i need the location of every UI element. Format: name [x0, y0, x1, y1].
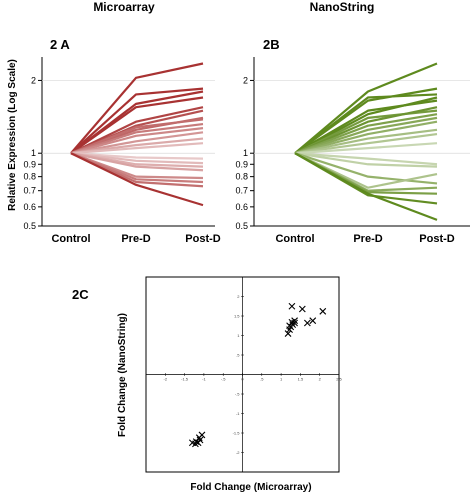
chart-b-ytick-label: 0.5: [235, 221, 248, 231]
chart-b-ytick-label: 0.7: [235, 186, 248, 196]
chart-c-xlabel: Fold Change (Microarray): [190, 482, 311, 493]
chart-c-ytick-label: 1: [237, 333, 240, 338]
chart-a-series-line: [70, 62, 204, 154]
chart-a-title: Microarray: [93, 0, 155, 14]
chart-a-ylabel: Relative Expression (Log Scale): [7, 59, 18, 211]
chart-a-series-line: [70, 131, 204, 155]
chart-c-xtick-label: 0: [241, 377, 244, 382]
chart-b-axes: [253, 57, 470, 227]
chart-a-ytick-label: 0.9: [23, 159, 36, 169]
chart-b-series-line: [294, 152, 438, 166]
chart-a-ytick-label: 0.7: [23, 186, 36, 196]
chart-a-series-line: [70, 87, 204, 155]
chart-c-xtick-label: -.5: [221, 377, 226, 382]
chart-c-ytick-label: -.5: [235, 392, 240, 397]
chart-c-panel-label: 2C: [72, 287, 89, 302]
chart-c-xtick-label: 1: [280, 377, 283, 382]
chart-a-series-line: [70, 106, 204, 155]
chart-a-ytick-label: 2: [31, 75, 36, 85]
chart-c-point-marker: [198, 431, 206, 439]
chart-c-xtick-label: 1.5: [298, 377, 304, 382]
chart-c-point-marker: [309, 317, 317, 325]
chart-c-point-marker: [284, 330, 292, 337]
chart-a-panel-label: 2 A: [50, 37, 70, 52]
chart-a-xtick-label: Post-D: [185, 233, 221, 245]
chart-c-point-stroke: [284, 330, 292, 337]
chart-b-ytick-label: 0.9: [235, 159, 248, 169]
chart-a-series-line: [70, 152, 204, 165]
chart-b-series-line: [294, 87, 438, 155]
chart-c-ylabel: Fold Change (NanoString): [117, 313, 128, 437]
chart-c-point-stroke: [309, 317, 317, 325]
chart-b-xtick-label: Control: [275, 233, 314, 245]
chart-c-point-stroke: [319, 307, 327, 315]
chart-b-series-line: [294, 120, 438, 155]
chart-b-series-line: [294, 106, 438, 155]
chart-b-xtick-label: Pre-D: [353, 233, 382, 245]
chart-b-series-line: [294, 116, 438, 155]
chart-a-ytick-label: 0.5: [23, 221, 36, 231]
chart-c-point-marker: [192, 438, 200, 445]
chart-c-point-stroke: [303, 319, 311, 327]
chart-b-ytick-label: 0.6: [235, 202, 248, 212]
chart-c-xtick-label: -1: [202, 377, 206, 382]
chart-c-point-marker: [298, 305, 306, 313]
chart-a-series-line: [70, 127, 204, 155]
chart-b-series-line: [294, 132, 438, 155]
chart-a-series-line: [70, 118, 204, 155]
chart-c-point-stroke: [288, 302, 296, 310]
chart-c-point-marker: [286, 326, 293, 334]
chart-c-ytick-label: -1: [236, 411, 240, 416]
chart-c-xtick-label: -2: [164, 377, 168, 382]
chart-c-xtick-label: 2: [319, 377, 322, 382]
chart-a-series-line: [70, 152, 204, 160]
chart-a-series-line: [70, 122, 204, 155]
chart-b-series-line: [294, 128, 438, 155]
chart-c-point-stroke: [298, 305, 306, 313]
chart-a-series-line: [70, 152, 204, 172]
chart-c-point-marker: [303, 319, 311, 327]
chart-b-series-line: [294, 142, 438, 155]
chart-b-series-line: [294, 62, 438, 155]
chart-b-series-line: [294, 96, 438, 155]
chart-c-point-stroke: [188, 439, 196, 447]
chart-a-ytick-label: 1: [31, 148, 36, 158]
chart-c-point-marker: [196, 436, 204, 444]
chart-c-point-marker: [288, 302, 296, 310]
chart-a-series-line: [70, 96, 204, 155]
chart-c-point-stroke: [286, 326, 293, 334]
chart-a-axes: [41, 57, 215, 227]
chart-c-ytick-label: 1.5: [234, 314, 240, 319]
chart-c-point-marker: [319, 307, 327, 315]
chart-c-xtick-label: .5: [260, 377, 264, 382]
chart-c-point-stroke: [192, 438, 200, 445]
chart-c-xtick-label: 2.5: [336, 377, 342, 382]
chart-c-ytick-label: .5: [236, 353, 240, 358]
chart-a-xtick-label: Pre-D: [121, 233, 150, 245]
chart-b-panel-label: 2B: [263, 37, 280, 52]
chart-c-point-stroke: [196, 436, 204, 444]
chart-b-series-line: [294, 152, 438, 185]
chart-c-ytick-label: -2: [236, 450, 240, 455]
chart-a-series-line: [70, 142, 204, 155]
chart-c-ytick-label: 2: [237, 294, 240, 299]
chart-c-point-stroke: [198, 431, 206, 439]
chart-b-series-line: [294, 113, 438, 155]
chart-a-xtick-label: Control: [51, 233, 90, 245]
chart-c-ytick-label: -1.5: [233, 431, 241, 436]
chart-b-xtick-label: Post-D: [419, 233, 455, 245]
chart-b-ytick-label: 2: [243, 75, 248, 85]
chart-b-ytick-label: 0.8: [235, 172, 248, 182]
chart-a-ytick-label: 0.6: [23, 202, 36, 212]
chart-b-ytick-label: 1: [243, 148, 248, 158]
chart-b-title: NanoString: [310, 0, 375, 14]
chart-b-series-line: [294, 152, 438, 168]
chart-c-point-stroke: [288, 318, 296, 326]
chart-a-ytick-label: 0.8: [23, 172, 36, 182]
chart-c-xtick-label: -1.5: [181, 377, 189, 382]
chart-b-series-line: [294, 152, 438, 221]
chart-a-series-line: [70, 152, 204, 207]
